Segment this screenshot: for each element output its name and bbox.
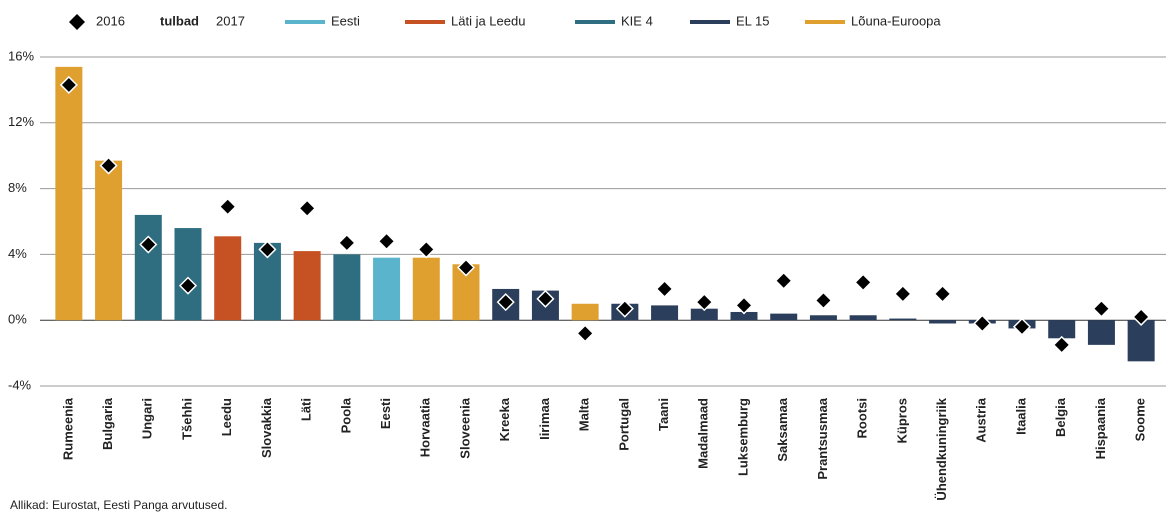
marker-2016 xyxy=(774,271,793,290)
legend-marker xyxy=(69,14,85,30)
x-tick-label: Rootsi xyxy=(855,398,870,438)
bar xyxy=(770,313,798,321)
x-tick-label: Prantsusmaa xyxy=(815,397,830,479)
y-tick-label: 16% xyxy=(8,48,34,63)
bar xyxy=(293,251,321,321)
x-tick-label: Poola xyxy=(338,397,353,433)
bar xyxy=(95,160,123,321)
marker-2016 xyxy=(337,233,356,252)
x-tick-label: Taani xyxy=(656,398,671,431)
x-tick-label: Hispaania xyxy=(1093,397,1108,459)
x-tick-label: Küpros xyxy=(894,398,909,444)
x-tick-label: Itaalia xyxy=(1013,397,1028,435)
bar xyxy=(929,320,957,324)
bar xyxy=(1048,320,1076,339)
marker-2016 xyxy=(59,75,78,95)
bar xyxy=(571,303,599,321)
legend-label: 2016 xyxy=(96,13,125,28)
marker-2016 xyxy=(854,273,873,292)
x-tick-label: Madalmaad xyxy=(696,398,711,469)
bar xyxy=(690,308,718,321)
x-tick-label: Portugal xyxy=(616,398,631,451)
marker-2016 xyxy=(814,291,833,310)
y-tick-label: -4% xyxy=(8,377,32,392)
bar xyxy=(134,214,162,321)
bar xyxy=(333,254,361,321)
marker-2016 xyxy=(893,284,912,303)
marker-2016 xyxy=(218,197,237,216)
y-tick-label: 8% xyxy=(8,180,27,195)
marker-2016 xyxy=(655,279,674,299)
marker-2016 xyxy=(1052,335,1071,354)
x-tick-label: Ungari xyxy=(140,398,155,439)
bar xyxy=(730,311,758,321)
marker-2016 xyxy=(258,240,277,259)
marker-2016 xyxy=(417,240,436,259)
marker-2016 xyxy=(178,276,198,295)
legend-label: EL 15 xyxy=(736,13,770,28)
x-tick-label: Austria xyxy=(974,397,989,443)
bar xyxy=(1087,320,1115,345)
marker-2016 xyxy=(576,324,595,343)
legend-label: 2017 xyxy=(216,13,245,28)
x-tick-label: Tšehhi xyxy=(179,398,194,440)
legend-label: Läti ja Leedu xyxy=(451,13,525,28)
bar xyxy=(174,228,202,321)
marker-2016 xyxy=(99,156,118,175)
bar xyxy=(889,318,917,321)
marker-2016 xyxy=(1012,317,1032,336)
marker-2016 xyxy=(734,296,754,315)
x-tick-label: Ühendkuningriik xyxy=(934,397,949,500)
bar xyxy=(849,315,877,321)
legend-label: KIE 4 xyxy=(621,13,653,28)
marker-2016 xyxy=(139,235,158,254)
marker-2016 xyxy=(1132,307,1151,326)
marker-2016 xyxy=(695,293,714,312)
x-tick-label: Horvaatia xyxy=(418,397,433,457)
x-tick-label: Malta xyxy=(577,397,592,431)
legend-label: Lõuna-Euroopa xyxy=(851,13,941,28)
x-tick-label: Slovakkia xyxy=(259,397,274,458)
marker-2016 xyxy=(496,293,515,312)
x-tick-label: Eesti xyxy=(378,398,393,429)
y-tick-label: 4% xyxy=(8,246,27,261)
x-tick-label: Belgia xyxy=(1053,397,1068,437)
x-tick-label: Iirimaa xyxy=(537,397,552,440)
bar xyxy=(373,257,401,321)
y-tick-label: 0% xyxy=(8,312,27,327)
source: Allikad: Eurostat, Eesti Panga arvutused… xyxy=(10,498,227,512)
x-tick-label: Bulgaria xyxy=(100,397,115,450)
marker-2016 xyxy=(973,314,992,333)
x-tick-label: Kreeka xyxy=(497,397,512,441)
y-tick-label: 12% xyxy=(8,114,34,129)
marker-2016 xyxy=(615,299,634,318)
marker-2016 xyxy=(298,199,317,218)
bar xyxy=(651,305,679,321)
x-tick-label: Soome xyxy=(1133,398,1148,441)
bar xyxy=(1127,320,1155,362)
marker-2016 xyxy=(456,258,476,277)
x-tick-label: Läti xyxy=(299,398,314,421)
marker-2016 xyxy=(536,289,555,308)
x-tick-label: Luksemburg xyxy=(735,398,750,476)
marker-2016 xyxy=(1092,299,1111,318)
bar xyxy=(214,236,242,321)
x-tick-label: Saksamaa xyxy=(775,397,790,461)
legend-label: Eesti xyxy=(331,13,360,28)
marker-2016 xyxy=(933,284,952,303)
legend-label: tulbad xyxy=(160,13,199,28)
x-tick-label: Leedu xyxy=(219,398,234,436)
x-tick-label: Sloveenia xyxy=(457,397,472,458)
marker-2016 xyxy=(377,232,396,251)
bar xyxy=(412,257,440,321)
bar xyxy=(55,66,83,321)
x-tick-label: Rumeenia xyxy=(60,397,75,460)
bar xyxy=(809,315,837,321)
